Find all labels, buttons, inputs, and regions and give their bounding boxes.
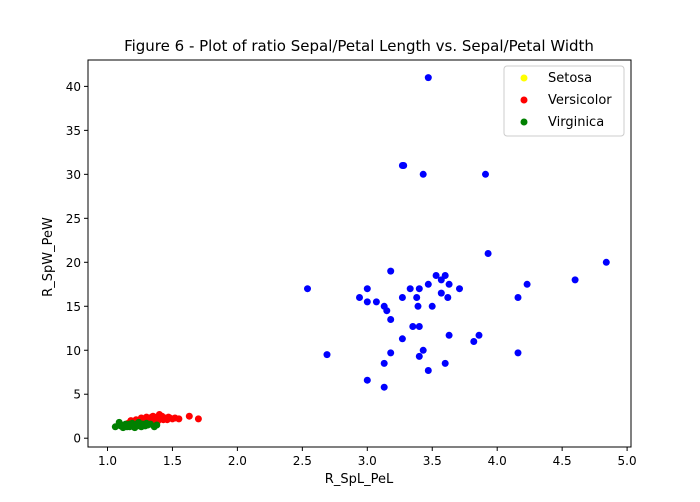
setosa-point xyxy=(380,383,388,391)
versicolor-point xyxy=(148,413,156,421)
setosa-point xyxy=(304,285,311,293)
versicolor-point xyxy=(185,412,193,420)
x-tick-label: 4.0 xyxy=(488,454,507,468)
setosa-point xyxy=(432,272,440,279)
virginica-point xyxy=(153,421,161,429)
setosa-point xyxy=(514,349,522,357)
legend: Setosa Versicolor Virginica xyxy=(503,65,625,137)
setosa-point xyxy=(470,338,478,345)
setosa-point xyxy=(398,335,406,343)
setosa-point xyxy=(413,294,421,301)
setosa-point xyxy=(398,294,406,301)
virginica-point xyxy=(126,423,134,431)
legend-label: Virginica xyxy=(548,115,604,130)
x-axis-label: R_SpL_PeL xyxy=(325,472,394,487)
setosa-point xyxy=(387,267,395,275)
setosa-point xyxy=(383,307,391,315)
plot-frame xyxy=(87,59,632,448)
y-tick-label: 10 xyxy=(66,344,81,358)
setosa-point xyxy=(356,294,363,301)
data-points xyxy=(111,74,610,432)
setosa-point xyxy=(482,170,489,178)
setosa-point xyxy=(415,323,423,330)
chart-title: Figure 6 - Plot of ratio Sepal/Petal Len… xyxy=(124,37,594,55)
setosa-point xyxy=(514,294,522,301)
setosa-point xyxy=(456,285,463,293)
x-tick-label: 2.0 xyxy=(228,454,247,468)
x-tick-label: 5.0 xyxy=(618,454,637,468)
x-tick-label: 1.5 xyxy=(163,454,182,468)
legend-label: Setosa xyxy=(548,71,592,86)
setosa-point xyxy=(323,351,331,359)
legend-entry-versicolor: Versicolor xyxy=(520,93,612,108)
legend-entry-setosa: Setosa xyxy=(520,71,592,86)
setosa-point xyxy=(523,280,531,288)
setosa-point xyxy=(363,376,371,384)
setosa-point xyxy=(444,294,452,301)
setosa-point xyxy=(475,331,483,339)
y-tick-label: 30 xyxy=(66,168,81,182)
x-tick-label: 1.0 xyxy=(98,454,117,468)
setosa-point xyxy=(437,289,445,297)
legend-marker xyxy=(520,96,528,104)
legend-label: Versicolor xyxy=(548,93,612,108)
y-tick-label: 35 xyxy=(66,124,81,138)
setosa-point xyxy=(372,298,380,306)
setosa-point xyxy=(414,302,422,310)
legend-marker xyxy=(520,118,528,126)
versicolor-point xyxy=(165,413,172,421)
y-tick-label: 40 xyxy=(66,80,81,94)
setosa-point xyxy=(602,258,610,266)
setosa-point xyxy=(419,346,427,354)
virginica-point xyxy=(131,424,139,432)
setosa-point xyxy=(445,280,453,288)
legend-box xyxy=(503,65,625,137)
y-tick-label: 5 xyxy=(73,388,81,402)
setosa-point xyxy=(571,276,579,284)
setosa-point xyxy=(441,359,449,367)
y-axis: 0 5 10 15 20 25 30 35 40 xyxy=(66,80,88,446)
y-tick-label: 20 xyxy=(66,256,81,270)
setosa-point xyxy=(387,316,395,323)
legend-marker xyxy=(520,74,528,82)
y-tick-label: 15 xyxy=(66,300,81,314)
setosa-point xyxy=(380,359,388,367)
setosa-point xyxy=(387,349,395,357)
setosa-point xyxy=(409,323,417,330)
x-tick-label: 4.5 xyxy=(553,454,572,468)
y-axis-label: R_SpW_PeW xyxy=(41,217,56,297)
versicolor-point xyxy=(159,416,167,424)
setosa-point xyxy=(363,298,371,306)
setosa-point xyxy=(415,352,423,360)
setosa-point xyxy=(445,331,453,339)
setosa-point xyxy=(424,367,432,374)
setosa-point xyxy=(400,162,408,169)
setosa-point xyxy=(424,280,432,288)
setosa-point xyxy=(415,285,423,293)
setosa-point xyxy=(428,302,436,310)
setosa-point xyxy=(441,272,449,279)
setosa-point xyxy=(424,74,432,82)
y-tick-label: 25 xyxy=(66,212,81,226)
setosa-point xyxy=(419,170,427,178)
y-tick-label: 0 xyxy=(73,432,81,446)
x-tick-label: 2.5 xyxy=(293,454,312,468)
setosa-point xyxy=(363,285,371,293)
versicolor-point xyxy=(194,415,202,423)
legend-entry-virginica: Virginica xyxy=(520,115,604,130)
x-tick-label: 3.0 xyxy=(358,454,377,468)
setosa-point xyxy=(484,250,492,257)
x-axis: 1.0 1.5 2.0 2.5 3.0 3.5 4.0 4.5 5.0 xyxy=(98,447,637,468)
x-tick-label: 3.5 xyxy=(423,454,442,468)
setosa-point xyxy=(406,285,414,293)
